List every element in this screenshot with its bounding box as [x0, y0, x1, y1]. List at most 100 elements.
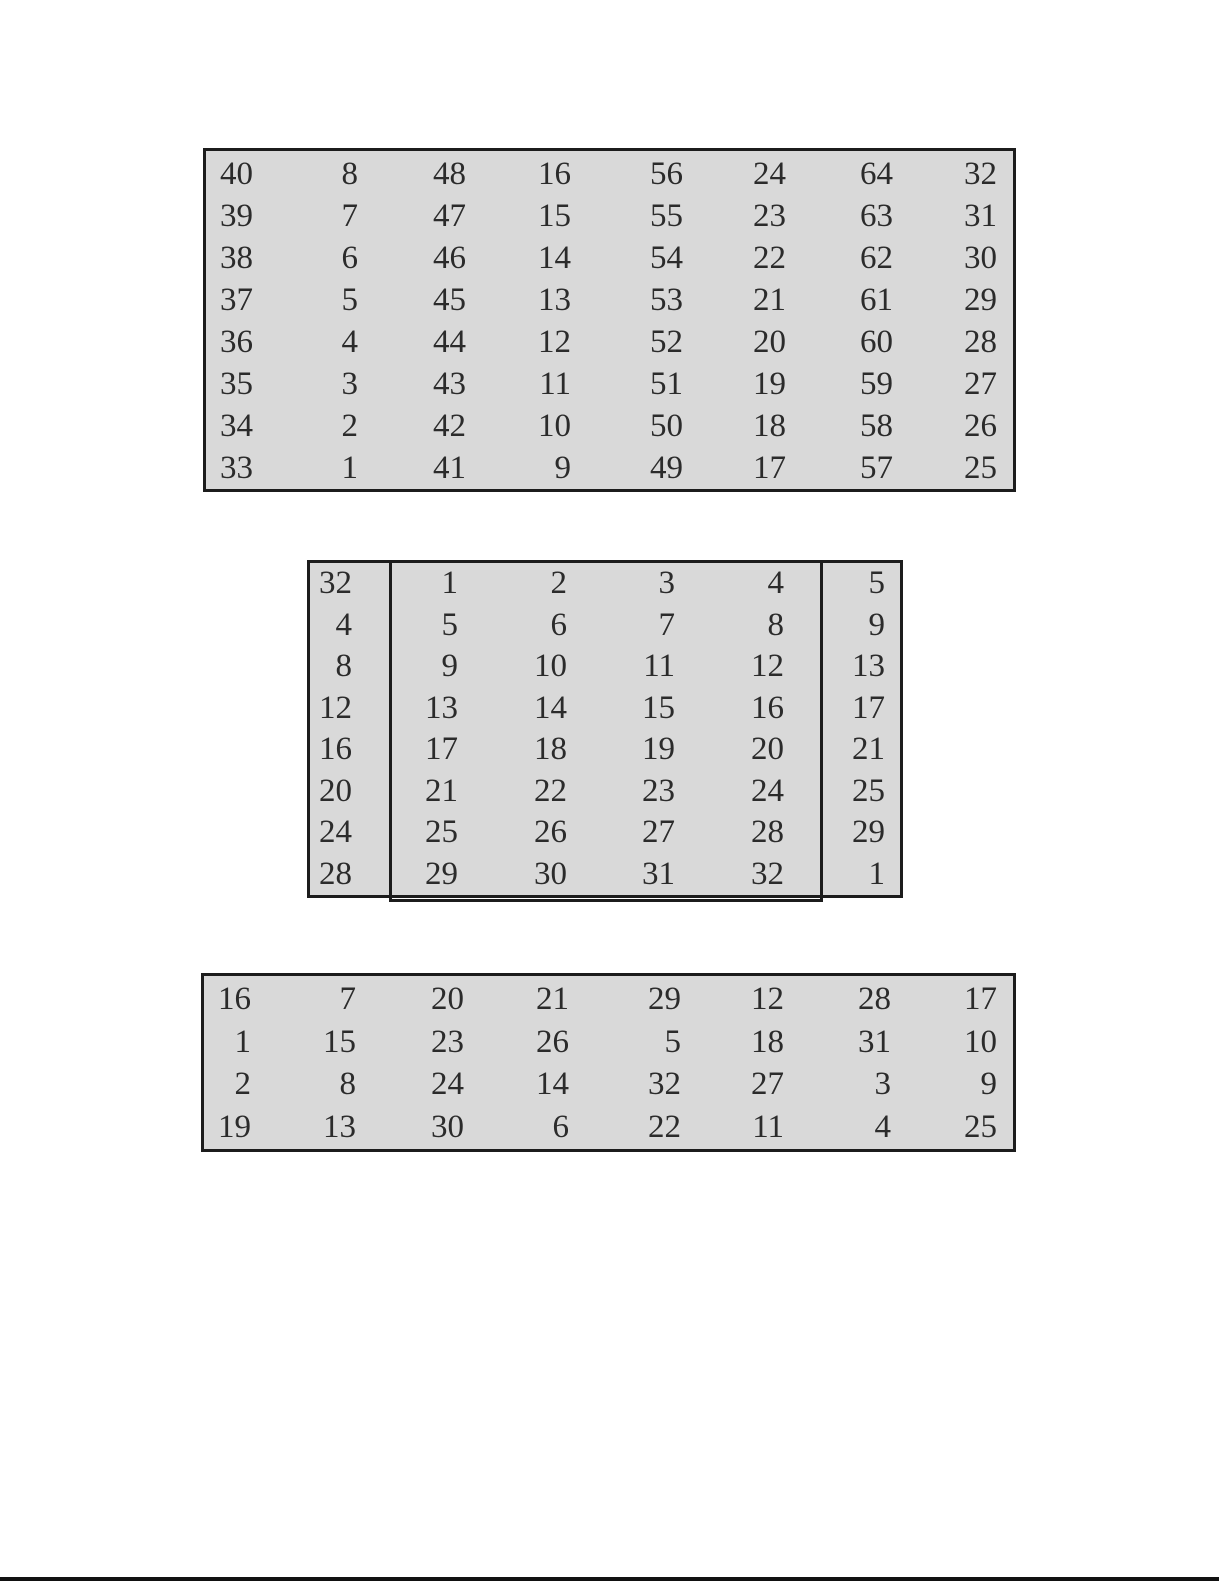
table-cell: 27 — [964, 366, 997, 402]
table-cell: 4 — [341, 324, 359, 360]
table-cell: 25 — [852, 772, 885, 809]
table-cell: 35 — [220, 366, 253, 402]
number-grid-bottom: 16 7 20 21 29 12 28 17 1 15 23 26 5 18 31 10 2 8 24 14 32 27 3… — [201, 973, 1016, 1152]
number-grid-top: 40 8 48 16 56 24 64 32 39 7 47 15 55 23 63 31 38 6 46 14 54 2… — [203, 148, 1016, 492]
table-cell: 14 — [536, 1066, 569, 1102]
table-cell: 9 — [441, 648, 459, 684]
table-cell: 16 — [751, 689, 784, 726]
table-cell: 12 — [538, 324, 571, 360]
table-cell: 26 — [534, 814, 567, 850]
table-cell: 17 — [753, 450, 786, 486]
table-cell: 61 — [860, 282, 893, 318]
table-cell: 3 — [874, 1066, 892, 1102]
table-cell: 64 — [860, 156, 893, 192]
table-cell: 30 — [534, 855, 567, 892]
table-row: 35 3 43 11 51 19 59 27 — [206, 363, 1013, 405]
table-cell: 2 — [341, 408, 359, 444]
table-cell: 6 — [552, 1108, 570, 1145]
table-cell: 5 — [664, 1023, 682, 1060]
table-cell: 6 — [550, 606, 568, 643]
table-cell: 1 — [441, 565, 459, 601]
table-row: 2 8 24 14 32 27 3 9 — [204, 1063, 1013, 1106]
table-cell: 24 — [319, 814, 352, 850]
table-cell: 11 — [643, 648, 675, 684]
table-cell: 31 — [858, 1023, 891, 1060]
table-cell: 8 — [339, 1066, 357, 1102]
table-cell: 15 — [538, 198, 571, 234]
table-cell: 25 — [964, 450, 997, 486]
table-cell: 4 — [767, 565, 785, 601]
table-cell: 58 — [860, 408, 893, 444]
table-cell: 29 — [852, 814, 885, 850]
table-cell: 29 — [425, 855, 458, 892]
table-cell: 7 — [658, 606, 676, 643]
table-cell: 9 — [554, 450, 572, 486]
table-cell: 23 — [431, 1023, 464, 1060]
table-cell: 20 — [751, 731, 784, 767]
table-cell: 31 — [964, 198, 997, 234]
table-cell: 18 — [751, 1023, 784, 1060]
table-cell: 28 — [858, 981, 891, 1017]
table-cell: 63 — [860, 198, 893, 234]
table-row: 36 4 44 12 52 20 60 28 — [206, 321, 1013, 363]
table-row: 16 17 18 19 20 21 — [310, 729, 900, 771]
table-cell: 21 — [753, 282, 786, 318]
table-cell: 36 — [220, 324, 253, 360]
table-cell: 48 — [433, 156, 466, 192]
table-cell: 10 — [964, 1023, 997, 1060]
table-row: 39 7 47 15 55 23 63 31 — [206, 195, 1013, 237]
table-cell: 5 — [441, 606, 459, 643]
table-cell: 13 — [852, 648, 885, 684]
table-row: 24 25 26 27 28 29 — [310, 812, 900, 854]
table-cell: 3 — [341, 366, 359, 402]
table-cell: 54 — [650, 240, 683, 276]
table-cell: 7 — [341, 198, 359, 234]
table-cell: 19 — [753, 366, 786, 402]
table-cell: 2 — [234, 1066, 252, 1102]
table-row: 40 8 48 16 56 24 64 32 — [206, 153, 1013, 195]
number-grid-bottom-table: 16 7 20 21 29 12 28 17 1 15 23 26 5 18 31 10 2 8 24 14 32 27 3… — [204, 978, 1013, 1148]
table-cell: 25 — [425, 814, 458, 850]
table-cell: 28 — [964, 324, 997, 360]
table-cell: 32 — [964, 156, 997, 192]
table-cell: 16 — [538, 156, 571, 192]
table-cell: 50 — [650, 408, 683, 444]
table-cell: 52 — [650, 324, 683, 360]
table-row: 12 13 14 15 16 17 — [310, 688, 900, 730]
table-row: 19 13 30 6 22 11 4 25 — [204, 1106, 1013, 1149]
table-cell: 60 — [860, 324, 893, 360]
table-cell: 20 — [753, 324, 786, 360]
table-cell: 13 — [425, 689, 458, 726]
table-row: 38 6 46 14 54 22 62 30 — [206, 237, 1013, 279]
table-cell: 20 — [431, 981, 464, 1017]
table-cell: 37 — [220, 282, 253, 318]
table-cell: 45 — [433, 282, 466, 318]
table-cell: 24 — [753, 156, 786, 192]
table-cell: 26 — [536, 1023, 569, 1060]
table-cell: 18 — [534, 731, 567, 767]
table-row: 4 5 6 7 8 9 — [310, 605, 900, 647]
table-cell: 13 — [323, 1108, 356, 1145]
table-cell: 20 — [319, 772, 352, 809]
table-row: 8 9 10 11 12 13 — [310, 646, 900, 688]
table-cell: 39 — [220, 198, 253, 234]
table-cell: 11 — [539, 366, 571, 402]
table-cell: 23 — [642, 772, 675, 809]
table-cell: 22 — [753, 240, 786, 276]
table-cell: 9 — [868, 606, 886, 643]
page-bottom-rule — [0, 1577, 1219, 1581]
table-cell: 26 — [964, 408, 997, 444]
table-cell: 8 — [335, 648, 353, 684]
table-row: 28 29 30 31 32 1 — [310, 854, 900, 896]
table-cell: 4 — [874, 1108, 892, 1145]
table-cell: 12 — [751, 648, 784, 684]
table-cell: 19 — [218, 1108, 251, 1145]
table-row: 33 1 41 9 49 17 57 25 — [206, 447, 1013, 489]
table-cell: 41 — [433, 450, 466, 486]
table-cell: 4 — [335, 606, 353, 643]
table-cell: 17 — [425, 731, 458, 767]
table-cell: 44 — [433, 324, 466, 360]
table-row: 37 5 45 13 53 21 61 29 — [206, 279, 1013, 321]
table-cell: 15 — [323, 1023, 356, 1060]
